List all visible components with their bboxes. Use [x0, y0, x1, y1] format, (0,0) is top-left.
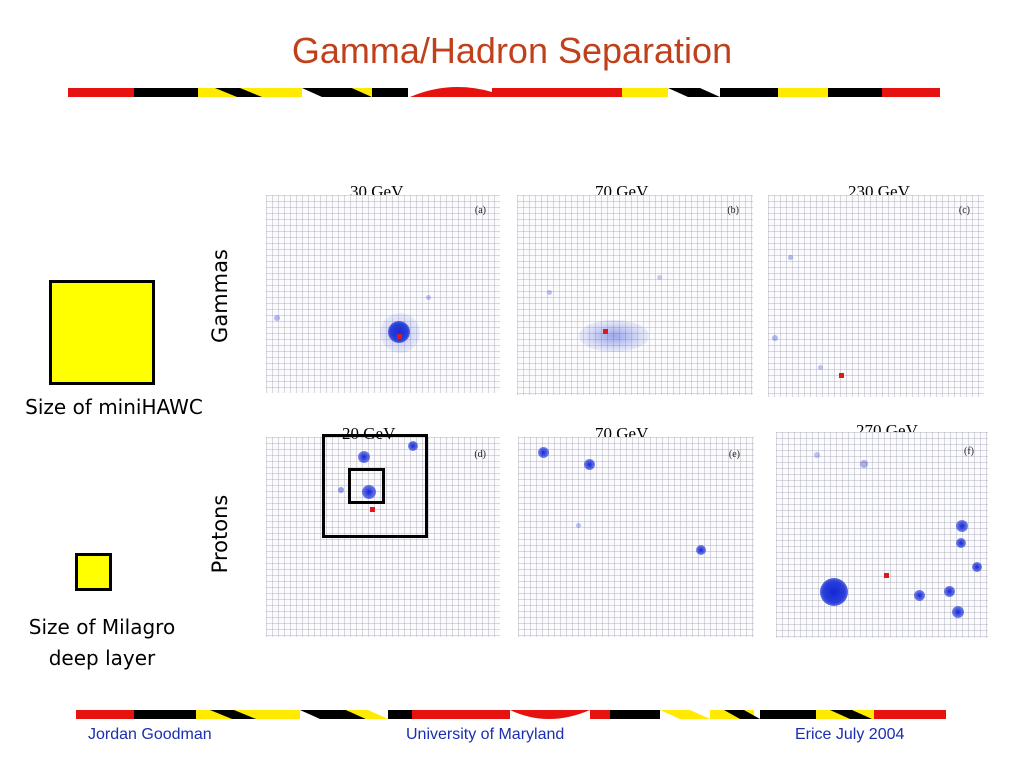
hit-dot [788, 255, 793, 260]
panel-tag-d: (d) [474, 449, 486, 460]
gamma-shower-halo [380, 313, 420, 353]
shower-panel-c: (c) [768, 195, 984, 397]
hit-dot [814, 452, 820, 458]
source-marker-f [884, 573, 889, 578]
minihawc-overlay-box [322, 434, 428, 538]
gamma-shower-core [388, 321, 410, 343]
hit-dot [338, 487, 344, 493]
hadron-subshower [956, 520, 968, 532]
source-marker-c [839, 373, 844, 378]
hadron-subshower [972, 562, 982, 572]
protons-row-label: Protons [208, 494, 232, 574]
milagro-size-label-line2: deep layer [48, 646, 156, 670]
panel-tag-b: (b) [727, 205, 739, 216]
shower-panel-b: (b) [517, 195, 753, 395]
hadron-subshower [538, 447, 549, 458]
hit-dot [772, 335, 778, 341]
panel-tag-f: (f) [964, 446, 974, 457]
energy-label-d: 20 GeV [342, 424, 396, 443]
milagro-overlay-box [348, 468, 385, 504]
shower-panel-e: (e) [518, 437, 754, 637]
gamma-shower-diffuse [579, 320, 649, 352]
hit-dot [818, 365, 823, 370]
panel-tag-a: (a) [474, 205, 486, 216]
shower-panel-a: (a) [266, 195, 500, 393]
hadron-subshower [952, 606, 964, 618]
shower-panel-f: (f) [776, 432, 988, 638]
hadron-subshower [696, 545, 706, 555]
hadron-subshower-large [820, 578, 848, 606]
panel-tag-c: (c) [958, 205, 970, 216]
hadron-subshower [914, 590, 925, 601]
minihawc-size-label: Size of miniHAWC [25, 395, 203, 419]
gammas-row-label: Gammas [208, 249, 232, 343]
hit-dot [426, 295, 431, 300]
hit-dot [860, 460, 868, 468]
hadron-subshower [956, 538, 966, 548]
milagro-size-square [75, 553, 112, 591]
minihawc-size-square [49, 280, 155, 385]
hadron-subshower [358, 451, 370, 463]
source-marker-a [397, 334, 402, 339]
hadron-subshower [584, 459, 595, 470]
milagro-size-label-line1: Size of Milagro [28, 615, 176, 639]
footer-institution: University of Maryland [406, 726, 565, 743]
hit-dot [576, 523, 581, 528]
top-decorative-stripe [0, 86, 1024, 106]
footer-event: Erice July 2004 [795, 726, 905, 743]
source-marker-d [370, 507, 375, 512]
source-marker-b [603, 329, 608, 334]
hadron-subshower [944, 586, 955, 597]
hit-dot [657, 275, 662, 280]
hadron-subshower [362, 485, 376, 499]
hit-dot [274, 315, 280, 321]
bottom-decorative-stripe [0, 706, 1024, 726]
footer-author: Jordan Goodman [88, 726, 212, 743]
slide-title: Gamma/Hadron Separation [291, 30, 733, 71]
hit-dot [547, 290, 552, 295]
panel-tag-e: (e) [728, 449, 740, 460]
hadron-subshower [408, 441, 418, 451]
